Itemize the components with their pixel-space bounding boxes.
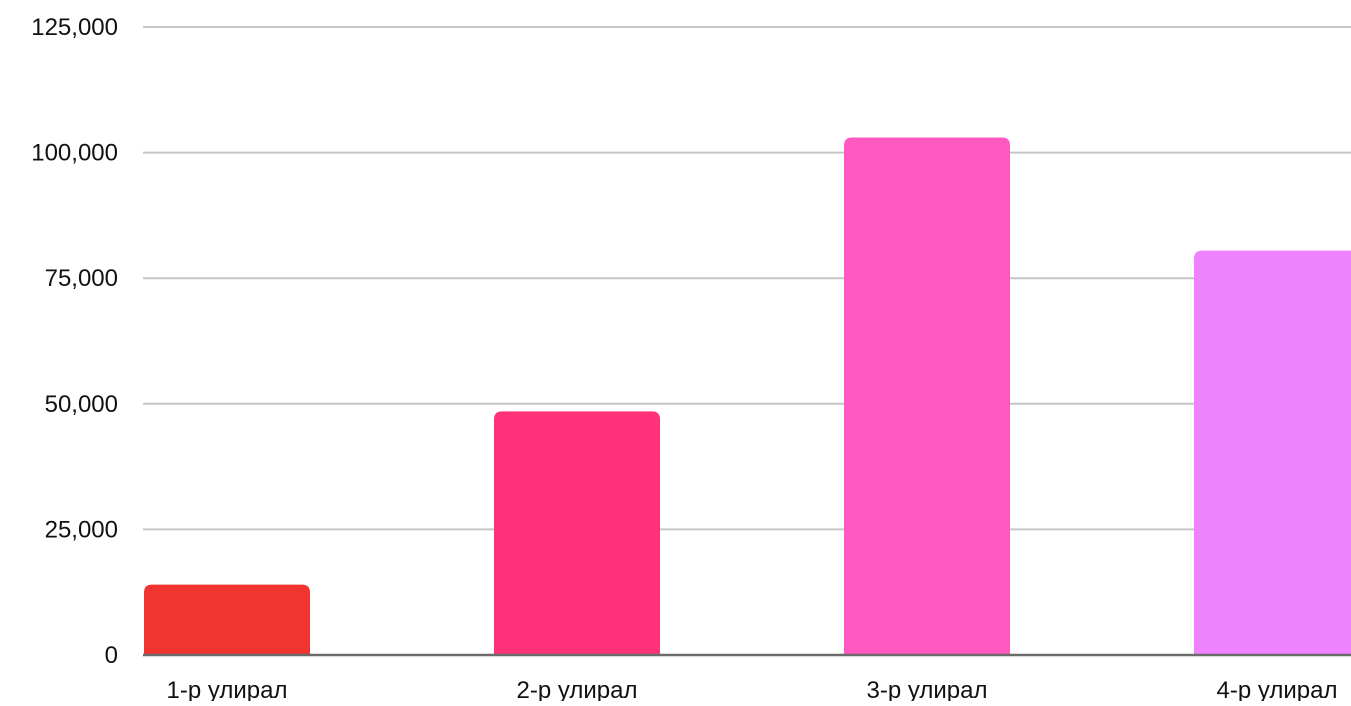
bar-2	[494, 411, 660, 655]
bar-4	[1194, 250, 1351, 655]
bars	[144, 137, 1351, 655]
x-tick-label: 2-р улирал	[517, 677, 638, 701]
y-tick-label: 100,000	[31, 140, 118, 167]
y-tick-label: 25,000	[45, 516, 118, 543]
x-tick-label: 3-р улирал	[867, 677, 988, 701]
y-tick-label: 0	[105, 642, 118, 669]
y-tick-label: 50,000	[45, 391, 118, 418]
gridlines	[143, 26, 1351, 531]
x-tick-labels: 1-р улирал 2-р улирал 3-р улирал 4-р улирал	[167, 677, 1338, 704]
y-tick-label: 125,000	[31, 14, 118, 41]
y-tick-label: 75,000	[45, 265, 118, 292]
x-tick-label: 4-р улирал	[1217, 677, 1338, 701]
bar-1	[144, 584, 310, 655]
bar-3	[844, 137, 1010, 655]
x-tick-label: 1-р улирал	[167, 677, 288, 701]
y-tick-labels: 0 25,000 50,000 75,000 100,000 125,000	[31, 14, 118, 669]
